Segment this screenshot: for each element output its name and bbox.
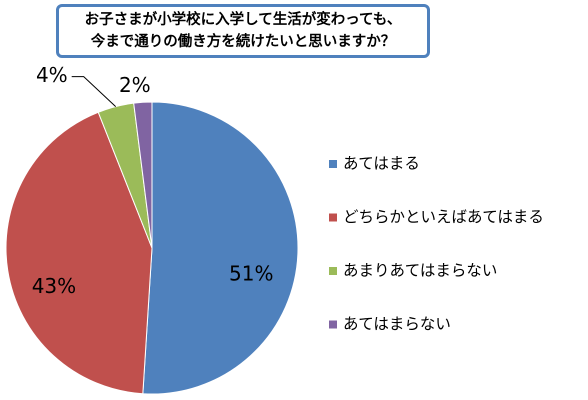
chart-title: お子さまが小学校に入学して生活が変わっても、 今まで通りの働き方を続けたいと思い… (56, 4, 430, 58)
legend-swatch (329, 267, 337, 275)
legend-swatch (329, 320, 337, 329)
data-label: 2% (119, 73, 151, 97)
leader-line (71, 76, 117, 107)
pie-slice (142, 101, 299, 395)
legend-swatch (329, 213, 337, 222)
legend-label: あてはまらない (343, 315, 451, 333)
legend-label: あまりあてはまらない (343, 262, 497, 280)
legend-label: どちらかといえばあてはまる (343, 208, 544, 226)
pie-slice (133, 101, 153, 249)
pie-slice (5, 111, 153, 395)
legend-swatch (329, 160, 337, 168)
data-label: 4% (36, 63, 68, 87)
data-label: 43% (32, 274, 76, 298)
legend-label: あてはまる (343, 155, 420, 173)
data-label: 51% (229, 262, 273, 286)
